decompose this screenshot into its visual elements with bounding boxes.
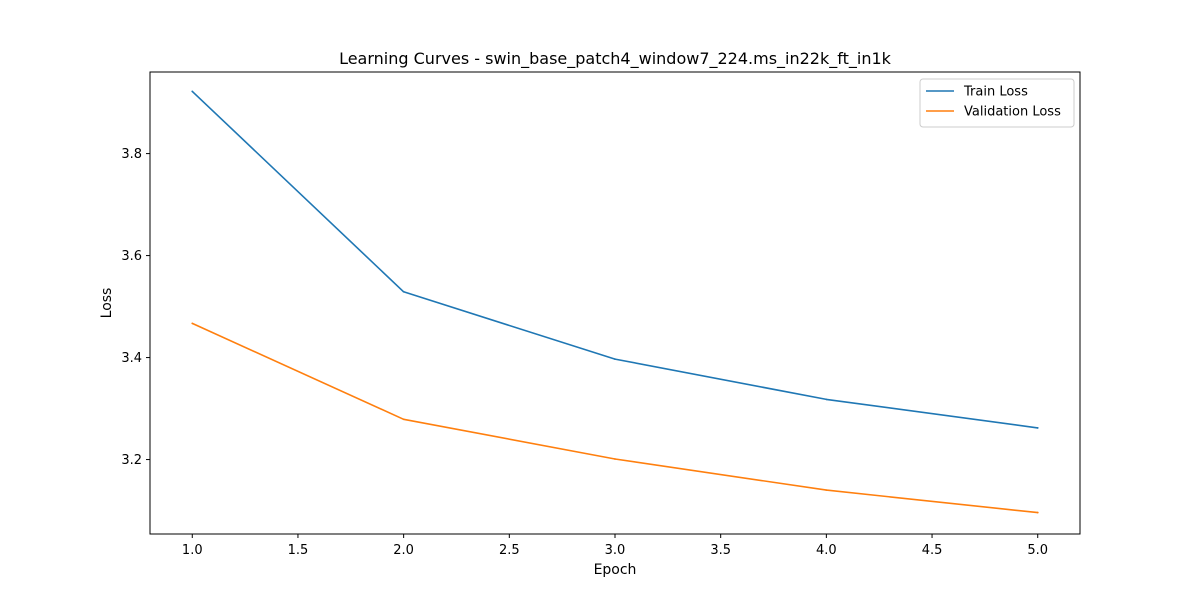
data-point [191, 90, 194, 93]
x-tick-label: 4.0 [816, 543, 837, 558]
y-axis-label: Loss [99, 288, 115, 319]
x-tick-label: 3.5 [710, 543, 731, 558]
y-tick-label: 3.8 [121, 147, 142, 162]
x-tick-label: 3.0 [605, 543, 626, 558]
x-tick-label: 2.5 [499, 543, 520, 558]
data-point [614, 458, 616, 460]
data-point [825, 489, 828, 492]
series-layer [191, 90, 1039, 514]
x-tick-label: 5.0 [1027, 543, 1048, 558]
data-point [402, 418, 405, 421]
x-axis-label: Epoch [594, 562, 637, 578]
y-tick-label: 3.2 [121, 453, 142, 468]
legend: Train Loss Validation Loss [919, 78, 1075, 128]
data-point [1036, 427, 1039, 429]
x-tick-label: 1.0 [182, 543, 203, 558]
data-point [1036, 511, 1039, 514]
y-tick-label: 3.6 [121, 249, 142, 264]
legend-label: Validation Loss [964, 105, 1061, 120]
x-axis-ticks: 1.0 1.5 2.0 2.5 3.0 3.5 4.0 4.5 5.0 [182, 534, 1048, 558]
x-tick-label: 2.0 [393, 543, 414, 558]
x-tick-label: 1.5 [288, 543, 309, 558]
y-tick-label: 3.4 [121, 351, 142, 366]
x-tick-label: 4.5 [922, 543, 943, 558]
plot-frame [149, 71, 1081, 535]
legend-box [919, 78, 1075, 128]
data-point [402, 290, 405, 293]
series-line-0 [191, 90, 1038, 429]
data-point [825, 398, 828, 401]
series-line-1 [191, 322, 1038, 514]
legend-label: Train Loss [963, 85, 1028, 100]
plot-area [149, 71, 1081, 535]
chart-title: Learning Curves - swin_base_patch4_windo… [339, 49, 892, 69]
data-point [191, 322, 194, 325]
y-axis-ticks: 3.2 3.4 3.6 3.8 [121, 147, 150, 468]
data-point [614, 358, 616, 360]
